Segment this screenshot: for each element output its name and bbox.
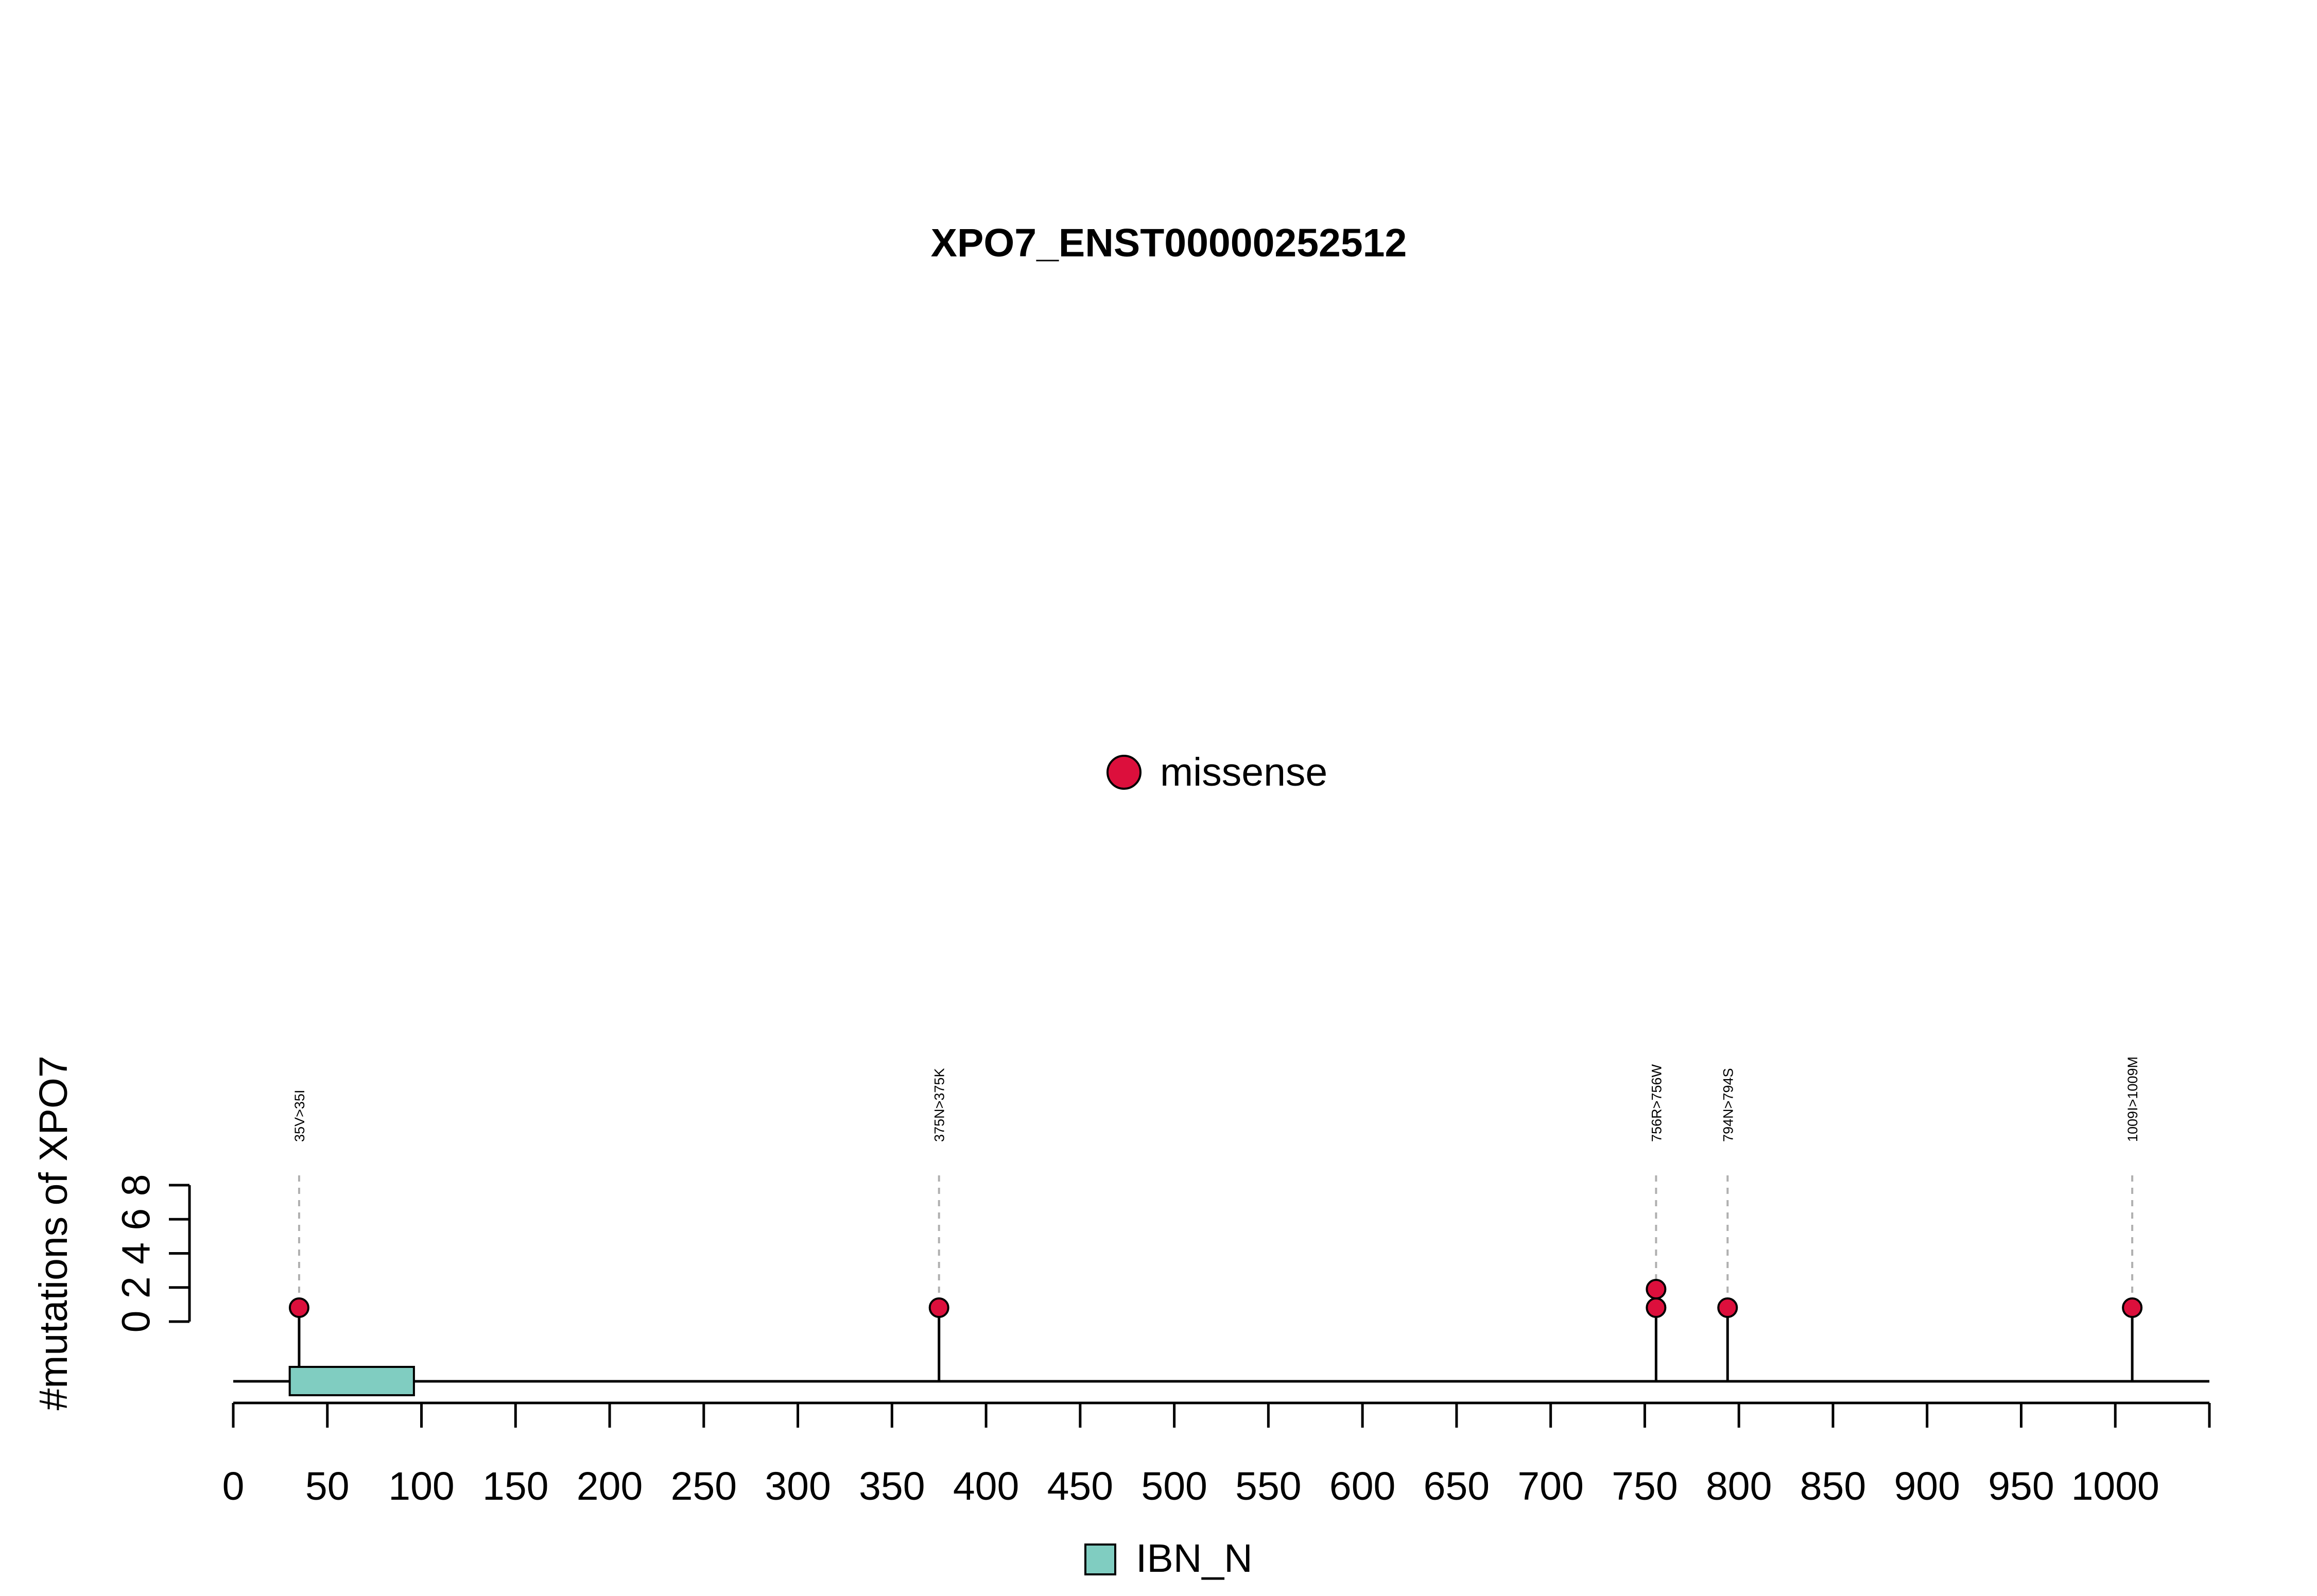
x-tick-label-50: 50 — [305, 1464, 350, 1508]
legend-marker-missense — [1106, 755, 1142, 790]
mutation-label-756: 756R>756W — [1649, 1064, 1664, 1142]
x-tick-label-550: 550 — [1235, 1464, 1301, 1508]
y-axis-label: #mutations of XPO7 — [31, 1055, 76, 1410]
domain-box-IBN_N — [288, 1366, 415, 1396]
mutation-labels: 35V>35I 375N>375K 756R>756W 794N>794S 1009I>… — [292, 1056, 2140, 1142]
x-tick-label-200: 200 — [577, 1464, 643, 1508]
chart-title: XPO7_ENST00000252512 — [931, 221, 1407, 265]
x-tick-label-250: 250 — [671, 1464, 737, 1508]
mutation-point-1009-1 — [2122, 1297, 2143, 1318]
y-tick-label-0: 0 — [114, 1311, 158, 1333]
mutation-point-35-1 — [288, 1297, 309, 1318]
x-tick-label-800: 800 — [1706, 1464, 1772, 1508]
domain-boxes — [288, 1366, 415, 1396]
mutation-guide-lines — [298, 1175, 2134, 1298]
x-tick-label-300: 300 — [765, 1464, 831, 1508]
x-tick-label-500: 500 — [1141, 1464, 1207, 1508]
domain-legend-label-IBN_N: IBN_N — [1136, 1536, 1253, 1581]
x-tick-label-650: 650 — [1424, 1464, 1490, 1508]
x-tick-label-400: 400 — [953, 1464, 1019, 1508]
legend-label-missense: missense — [1160, 750, 1327, 794]
mutation-points — [288, 1279, 2143, 1318]
x-tick-label-700: 700 — [1517, 1464, 1583, 1508]
x-tick-label-600: 600 — [1329, 1464, 1395, 1508]
mutation-point-794-1 — [1717, 1297, 1738, 1318]
x-tick-label-150: 150 — [482, 1464, 548, 1508]
y-axis: 0 2 4 6 8 — [114, 1174, 191, 1333]
x-tick-label-750: 750 — [1612, 1464, 1678, 1508]
mutation-label-1009: 1009I>1009M — [2125, 1056, 2140, 1142]
x-tick-label-450: 450 — [1047, 1464, 1113, 1508]
mutation-point-375-1 — [928, 1297, 949, 1318]
y-tick-label-4: 4 — [114, 1242, 158, 1264]
x-tick-label-1000: 1000 — [2071, 1464, 2159, 1508]
mutation-label-375: 375N>375K — [932, 1068, 947, 1142]
x-tick-label-0: 0 — [222, 1464, 245, 1508]
x-tick-label-100: 100 — [388, 1464, 454, 1508]
x-tick-label-350: 350 — [859, 1464, 925, 1508]
y-tick-label-2: 2 — [114, 1276, 158, 1298]
x-tick-label-950: 950 — [1988, 1464, 2054, 1508]
domain-legend: IBN_N — [1084, 1536, 1253, 1581]
y-tick-label-8: 8 — [114, 1174, 158, 1196]
x-axis: 0 50 100 150 200 250 300 350 400 450 500 550 600 650 7… — [222, 1401, 2211, 1508]
mutation-point-756-1 — [1646, 1297, 1667, 1318]
y-tick-label-6: 6 — [114, 1208, 158, 1230]
x-tick-label-900: 900 — [1894, 1464, 1960, 1508]
mutation-stems — [298, 1308, 2134, 1381]
mutation-label-794: 794N>794S — [1720, 1068, 1736, 1142]
mutation-point-756-2 — [1646, 1279, 1667, 1299]
mutation-label-35: 35V>35I — [292, 1090, 307, 1142]
mutation-type-legend: missense — [1106, 750, 1327, 794]
domain-legend-swatch-IBN_N — [1084, 1543, 1116, 1575]
x-tick-label-850: 850 — [1800, 1464, 1866, 1508]
